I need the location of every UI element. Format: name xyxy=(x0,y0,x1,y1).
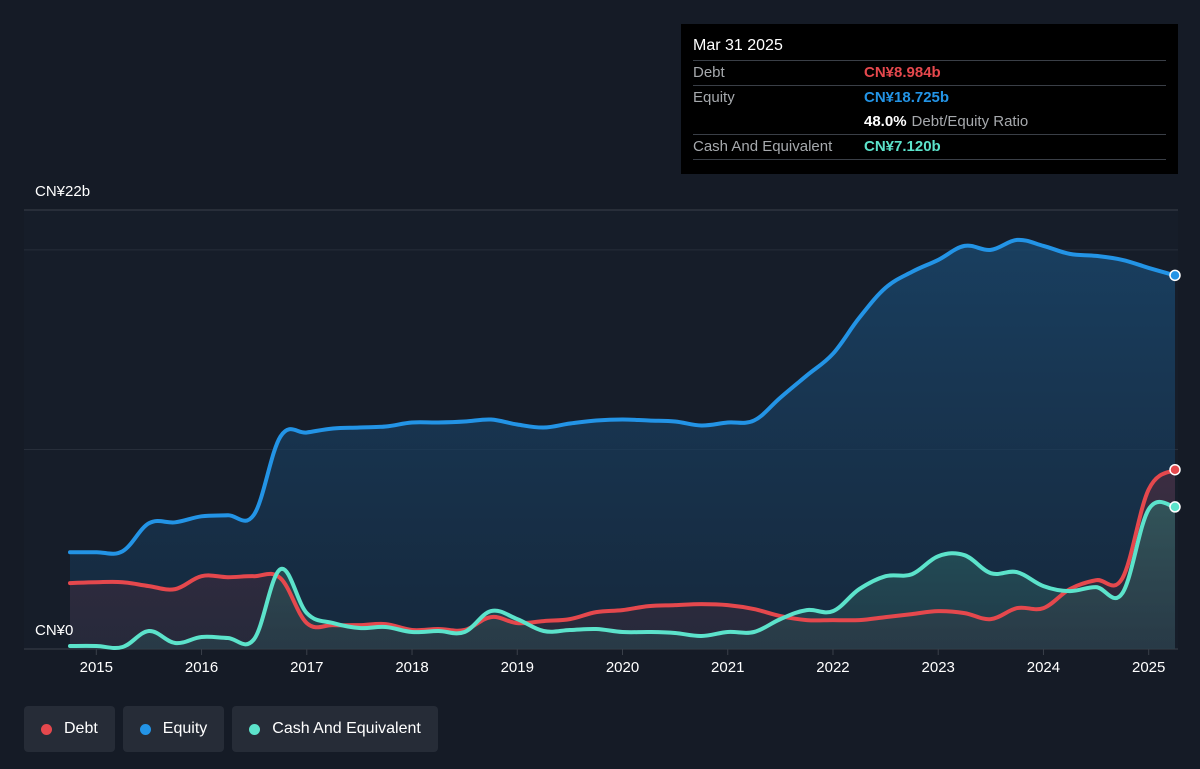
x-tick-label-2024: 2024 xyxy=(1027,659,1060,676)
cash-endpoint xyxy=(1169,501,1181,513)
cash-line xyxy=(68,499,1177,651)
legend-item-cash[interactable]: Cash And Equivalent xyxy=(232,706,438,752)
y-axis-top-label: CN¥22b xyxy=(35,183,91,200)
series-endpoints xyxy=(1169,269,1181,513)
tooltip-ratio-spacer xyxy=(693,110,864,134)
tooltip-row-debt: Debt CN¥8.984b xyxy=(693,60,1166,85)
x-tick-label-2017: 2017 xyxy=(290,659,323,676)
equity-dot-icon xyxy=(139,723,151,735)
debt-endpoint xyxy=(1169,463,1181,476)
y-axis-bottom-label: CN¥0 xyxy=(35,622,74,639)
tooltip-row-cash: Cash And Equivalent CN¥7.120b xyxy=(693,134,1166,160)
x-tick-label-2021: 2021 xyxy=(711,659,744,676)
legend-cash-label: Cash And Equivalent xyxy=(272,720,421,737)
x-axis-ticks: 2015 2016 2017 2018 2019 2020 2021 2022 2023 2024… xyxy=(80,649,1165,676)
tooltip-ratio-value: 48.0% xyxy=(864,113,907,130)
cash-dot-icon xyxy=(249,723,261,735)
x-tick-label-2025: 2025 xyxy=(1132,659,1165,676)
x-tick-label-2016: 2016 xyxy=(185,659,218,676)
tooltip-equity-value: CN¥18.725b xyxy=(864,89,950,106)
chart-legend: Debt Equity Cash And Equivalent xyxy=(24,706,438,752)
x-tick-label-2018: 2018 xyxy=(395,659,428,676)
cash-area xyxy=(70,501,1175,649)
legend-debt-label: Debt xyxy=(64,720,98,737)
legend-item-equity[interactable]: Equity xyxy=(122,706,225,752)
series-areas xyxy=(70,239,1175,650)
equity-line xyxy=(68,237,1177,556)
equity-area xyxy=(70,239,1175,650)
series-lines xyxy=(68,237,1177,651)
x-tick-label-2015: 2015 xyxy=(80,659,113,676)
tooltip-ratio-label: Debt/Equity Ratio xyxy=(911,113,1029,130)
equity-endpoint xyxy=(1169,269,1181,282)
tooltip-debt-value: CN¥8.984b xyxy=(864,64,941,81)
x-tick-label-2019: 2019 xyxy=(501,659,534,676)
tooltip-panel: Mar 31 2025 Debt CN¥8.984b Equity CN¥18.… xyxy=(681,24,1178,174)
x-tick-label-2023: 2023 xyxy=(922,659,955,676)
x-tick-label-2022: 2022 xyxy=(816,659,849,676)
tooltip-equity-label: Equity xyxy=(693,89,735,106)
tooltip-date: Mar 31 2025 xyxy=(693,37,783,54)
x-tick-label-2020: 2020 xyxy=(606,659,639,676)
tooltip-row-equity: Equity CN¥18.725b xyxy=(693,85,1166,110)
legend-equity-label: Equity xyxy=(162,720,208,737)
legend-item-debt[interactable]: Debt xyxy=(24,706,115,752)
tooltip-debt-label: Debt xyxy=(693,64,725,81)
tooltip-row-ratio: 48.0% Debt/Equity Ratio xyxy=(693,110,1166,134)
debt-line xyxy=(68,467,1177,633)
tooltip-cash-label: Cash And Equivalent xyxy=(693,138,833,155)
tooltip-cash-value: CN¥7.120b xyxy=(864,138,941,155)
debt-dot-icon xyxy=(41,723,52,735)
